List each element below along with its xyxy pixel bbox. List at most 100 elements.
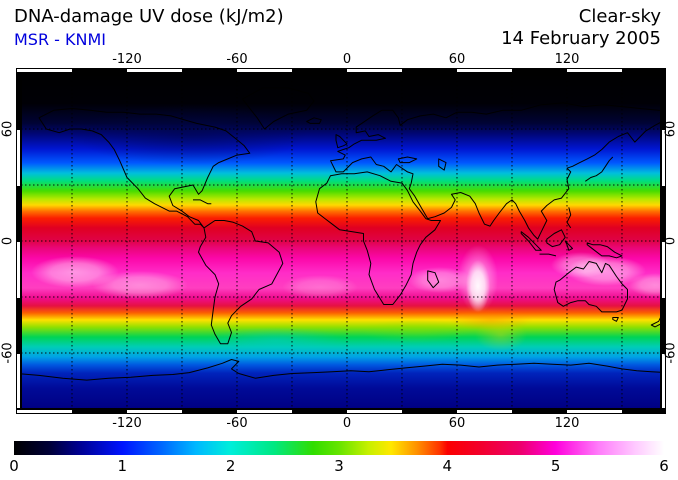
colorbar-tick-label: 6 — [659, 457, 669, 475]
zebra-segment — [127, 410, 182, 413]
lon-tick-label-bottom: -60 — [226, 416, 248, 431]
zebra-segment — [17, 242, 20, 298]
coastline — [242, 87, 315, 130]
coastline — [539, 253, 557, 257]
coastline — [520, 231, 542, 251]
zebra-segment — [662, 74, 665, 130]
lon-tick-label-top: 60 — [448, 52, 466, 67]
lon-tick-label-bottom: 120 — [554, 416, 580, 431]
zebra-segment — [662, 354, 665, 408]
coastline — [198, 220, 284, 345]
zebra-segment — [72, 69, 127, 72]
coastline — [612, 317, 619, 322]
map-border-top — [16, 68, 666, 73]
map-border-bottom — [16, 409, 666, 414]
zebra-segment — [292, 69, 347, 72]
world-uv-map-canvas — [21, 73, 661, 409]
zebra-segment — [662, 298, 665, 354]
uv-hotspot — [282, 275, 358, 299]
date-label: 14 February 2005 — [501, 28, 661, 49]
zebra-segment — [457, 410, 512, 413]
lon-tick-label-bottom: 0 — [342, 416, 352, 431]
zebra-segment — [567, 410, 622, 413]
field-tint — [361, 319, 471, 343]
zebra-segment — [402, 410, 457, 413]
zebra-segment — [457, 69, 512, 72]
zebra-segment — [17, 410, 72, 413]
lon-tick-label-top: 0 — [342, 52, 352, 67]
source-label: MSR - KNMI — [14, 30, 107, 49]
zebra-segment — [662, 186, 665, 242]
coastline — [397, 156, 418, 164]
uv-hotspot — [92, 271, 188, 299]
zebra-segment — [17, 186, 20, 242]
map-border-left — [16, 73, 21, 409]
uv-hotspot — [566, 256, 646, 286]
coastline — [564, 240, 573, 251]
zebra-segment — [182, 410, 237, 413]
colorbar-tick-label: 0 — [9, 457, 19, 475]
zebra-segment — [622, 69, 665, 72]
zebra-segment — [347, 410, 402, 413]
graticule — [21, 73, 661, 409]
map-frame — [21, 73, 661, 409]
uv-hotspot — [458, 245, 498, 313]
zebra-segment — [182, 69, 237, 72]
zebra-segment — [17, 69, 72, 72]
zebra-segment — [72, 410, 127, 413]
coastline — [335, 134, 348, 149]
coastline — [546, 229, 566, 248]
zebra-segment — [662, 130, 665, 186]
zebra-segment — [17, 298, 20, 354]
map-border-right — [661, 73, 666, 409]
coastline — [553, 261, 628, 313]
lat-tick-label-left: -60 — [0, 342, 16, 364]
coastline — [38, 108, 251, 229]
lat-tick-label-left: 60 — [0, 120, 16, 138]
field-tint — [206, 327, 346, 353]
field-tint — [475, 319, 527, 351]
zebra-segment — [347, 69, 402, 72]
coastline — [315, 171, 441, 305]
zebra-segment — [662, 242, 665, 298]
coastline — [21, 359, 661, 381]
colorbar-tick-label: 3 — [334, 457, 344, 475]
coastline — [427, 270, 440, 289]
coastline — [586, 242, 623, 259]
zebra-segment — [17, 354, 20, 408]
colorbar-tick-label: 2 — [225, 457, 236, 475]
zebra-segment — [402, 69, 457, 72]
lat-tick-label-right: -60 — [663, 342, 678, 364]
lon-tick-label-top: -60 — [226, 52, 248, 67]
zebra-segment — [237, 69, 292, 72]
zebra-segment — [512, 69, 567, 72]
coastline — [650, 317, 661, 328]
colorbar-tick-label: 5 — [550, 457, 561, 475]
coastline — [438, 158, 447, 171]
coastlines — [21, 87, 661, 381]
lat-tick-label-right: 60 — [663, 120, 678, 138]
colorbar-tick-label: 4 — [442, 457, 453, 475]
coastline — [330, 102, 661, 240]
zebra-segment — [17, 74, 20, 130]
coastline — [585, 156, 614, 182]
lon-tick-label-top: -120 — [112, 52, 142, 67]
lat-tick-label-left: 0 — [0, 236, 16, 246]
zebra-segment — [292, 410, 347, 413]
coastline — [566, 207, 572, 229]
coastline — [193, 199, 212, 205]
lon-tick-label-bottom: -120 — [112, 416, 142, 431]
field-tint — [72, 105, 308, 165]
colorbar-tick-label: 1 — [117, 457, 128, 475]
uv-hotspot — [408, 267, 472, 293]
zebra-segment — [512, 410, 567, 413]
colorbar-gradient — [14, 441, 664, 455]
lat-tick-label-right: 0 — [663, 236, 678, 246]
zebra-segment — [567, 69, 622, 72]
lon-tick-label-bottom: 60 — [448, 416, 466, 431]
zebra-segment — [622, 410, 665, 413]
coastline — [306, 117, 322, 124]
lon-tick-label-top: 120 — [554, 52, 580, 67]
zebra-segment — [127, 69, 182, 72]
